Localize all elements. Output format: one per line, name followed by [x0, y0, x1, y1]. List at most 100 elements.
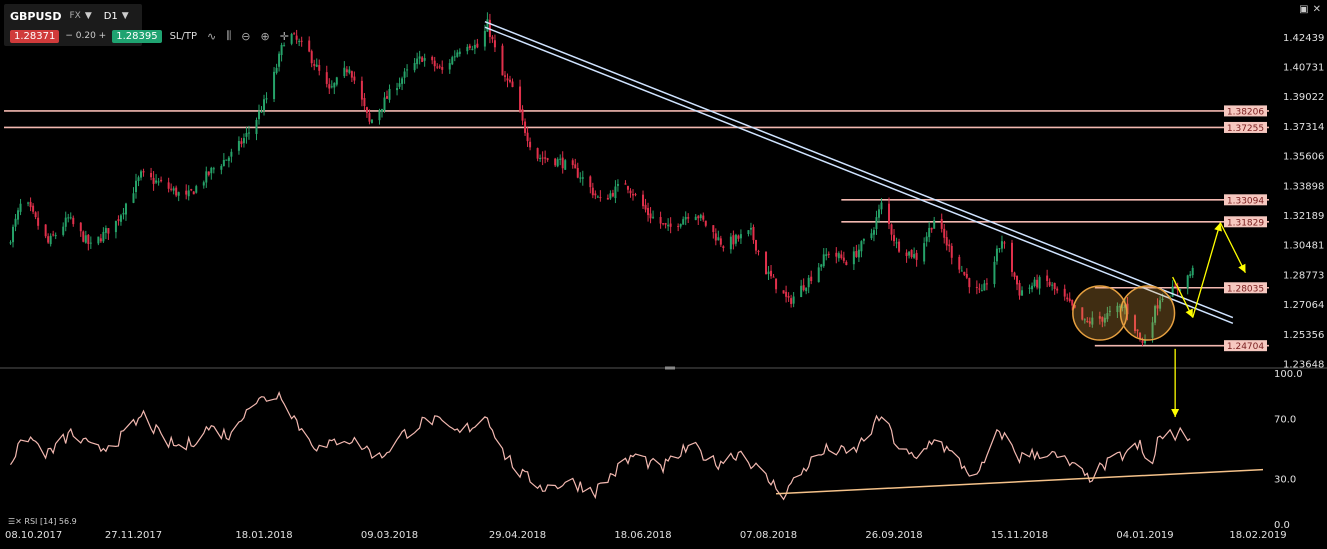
candle-body [1053, 283, 1056, 289]
buy-button[interactable]: 1.28395 [112, 29, 162, 43]
trendline[interactable] [484, 20, 1234, 319]
candle-body [1021, 290, 1024, 296]
candle-body [310, 51, 313, 64]
candle-body [117, 219, 120, 221]
level-price-label: 1.28035 [1227, 284, 1264, 294]
candle-body [195, 186, 198, 193]
candle-body [343, 67, 346, 77]
candle-body [468, 45, 471, 48]
candle-body [687, 217, 690, 219]
candle-body [260, 111, 263, 113]
highlight-circle[interactable] [1072, 285, 1128, 341]
candle-body [629, 190, 632, 194]
candle-body [386, 96, 389, 99]
candle-body [19, 203, 22, 212]
highlight-circle[interactable] [1119, 285, 1176, 341]
timeframe-chevron-down-icon[interactable]: ▼ [121, 11, 129, 21]
candle-body [152, 177, 155, 184]
candle-body [993, 261, 996, 285]
zoom-in-icon[interactable]: ⊕ [260, 29, 270, 43]
candle-body [353, 76, 356, 81]
candle-body [27, 202, 30, 204]
candle-body [32, 205, 35, 212]
candle-body [388, 88, 391, 100]
candle-body [325, 72, 328, 84]
candle-body [1088, 321, 1091, 324]
maximize-icon[interactable]: ▣ [1299, 4, 1309, 15]
candle-body [1013, 272, 1016, 277]
indicators-icon[interactable]: ⫼ [226, 29, 232, 42]
candle-body [546, 158, 549, 160]
forecast-arrow-line[interactable] [1192, 222, 1221, 318]
candle-body [714, 233, 717, 241]
candle-body [539, 157, 542, 159]
arrow-head [1214, 222, 1222, 232]
candle-body [589, 176, 592, 188]
timeframe-selector[interactable]: D1 [103, 10, 118, 22]
candle-body [1126, 303, 1129, 315]
zoom-out-icon[interactable]: ⊖ [241, 29, 251, 43]
rsi-trendline[interactable] [776, 468, 1264, 495]
candle-body [295, 35, 298, 40]
candle-body [837, 253, 840, 259]
sell-button[interactable]: 1.28371 [10, 29, 60, 43]
trendline[interactable] [484, 26, 1234, 325]
symbol-toolbar: GBPUSD FX ▼ D1 ▼ 1.28371 − 0.20 + 1.2839… [4, 4, 289, 46]
date-axis-tick-label: 07.08.2018 [740, 530, 797, 541]
candle-body [458, 51, 461, 55]
candle-body [177, 192, 180, 196]
date-axis-tick-label: 09.03.2018 [361, 530, 418, 541]
level-price-label: 1.31829 [1227, 218, 1264, 228]
candle-body [122, 212, 125, 215]
candle-body [1081, 307, 1084, 320]
candle-body [99, 238, 102, 242]
candle-body [722, 246, 725, 249]
date-axis-tick-label: 27.11.2017 [105, 530, 162, 541]
candle-body [765, 251, 768, 275]
candle-body [49, 235, 52, 245]
candle-body [1159, 300, 1162, 309]
candle-body [240, 141, 243, 144]
candle-body [265, 98, 268, 100]
price-axis-tick-label: 1.30481 [1283, 241, 1324, 252]
remove-icon[interactable]: ✕ [15, 517, 22, 526]
candle-body [476, 43, 479, 48]
candle-body [1003, 242, 1006, 244]
quote-row: 1.28371 − 0.20 + 1.28395 SL/TP ∿ ⫼ ⊖ ⊕ ✛ [10, 27, 289, 45]
crosshair-icon[interactable]: ✛ [279, 29, 289, 43]
candle-body [293, 33, 296, 35]
candle-body [1171, 286, 1174, 297]
price-axis-tick-label: 1.42439 [1283, 33, 1324, 44]
candle-body [855, 250, 858, 257]
candle-body [220, 165, 223, 170]
candle-body [486, 19, 489, 32]
chevron-down-icon[interactable]: ▼ [84, 11, 92, 21]
candle-body [792, 296, 795, 304]
close-icon[interactable]: ✕ [1312, 4, 1321, 15]
candle-body [960, 270, 963, 272]
candle-body [97, 236, 100, 244]
line-chart-icon[interactable]: ∿ [207, 29, 217, 43]
symbol-name[interactable]: GBPUSD [10, 9, 62, 23]
rsi-indicator-label[interactable]: ☰✕ RSI [14] 56.9 [8, 517, 77, 526]
candle-body [940, 218, 943, 229]
candle-body [719, 238, 722, 245]
candle-body [1161, 298, 1164, 300]
candle-body [890, 224, 893, 235]
candle-body [1121, 306, 1124, 308]
sltp-button[interactable]: SL/TP [169, 30, 198, 42]
date-axis-tick-label: 04.01.2019 [1116, 530, 1173, 541]
candle-body [365, 107, 368, 113]
candle-body [770, 270, 773, 277]
price-axis-tick-label: 1.23648 [1283, 360, 1324, 371]
candle-body [872, 230, 875, 235]
candle-body [634, 194, 637, 196]
forecast-arrow-line[interactable] [1219, 222, 1247, 274]
rsi-line[interactable] [9, 391, 1191, 501]
candle-body [908, 251, 911, 256]
candle-body [456, 52, 459, 57]
pane-resize-handle[interactable] [665, 366, 675, 370]
menu-icon[interactable]: ☰ [8, 517, 16, 526]
